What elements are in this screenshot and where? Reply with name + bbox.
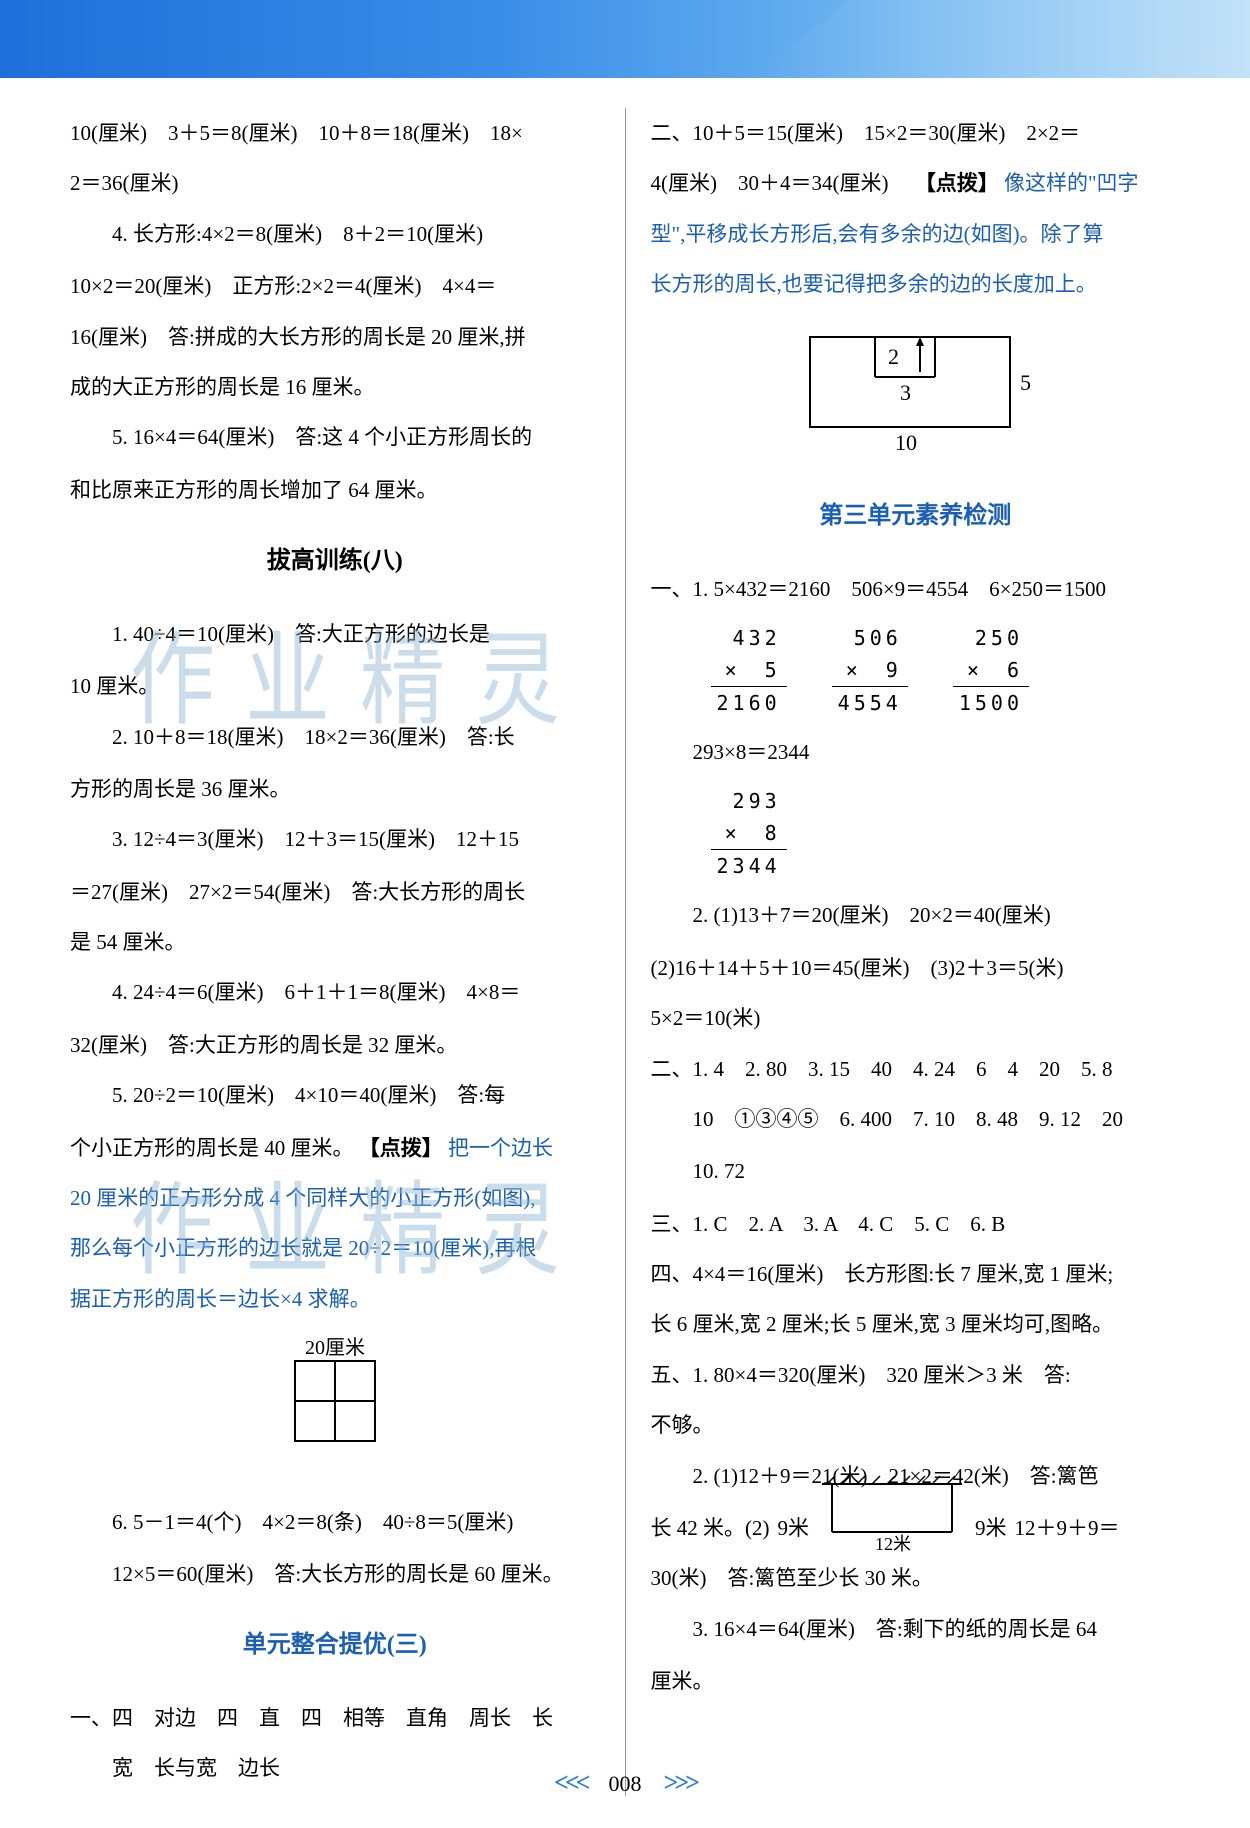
text-line: 10(厘米) 3＋5＝8(厘米) 10＋8＝18(厘米) 18× bbox=[70, 108, 600, 158]
calc-r: 1500 bbox=[953, 687, 1029, 719]
text-line: ＝27(厘米) 27×2＝54(厘米) 答:大长方形的周长 bbox=[70, 867, 600, 917]
problem-5b: 5. 20÷2＝10(厘米) 4×10＝40(厘米) 答:每 bbox=[70, 1070, 600, 1120]
calc-2: 506 × 9 4554 bbox=[832, 622, 908, 719]
arrow-right-icon: >>> bbox=[664, 1768, 696, 1797]
label-9m-right: 9米 bbox=[975, 1503, 1007, 1553]
calc-r: 4554 bbox=[832, 687, 908, 719]
text-line: 长 6 厘米,宽 2 厘米;长 5 厘米,宽 3 厘米均可,图略。 bbox=[651, 1299, 1181, 1349]
text-line: 10 厘米。 bbox=[70, 661, 600, 711]
text-line: 2. (1)13＋7＝20(厘米) 20×2＝40(厘米) bbox=[651, 890, 1181, 940]
fence-line: 长 42 米。(2) 9米 12米 9米 12＋9＋9＝ bbox=[651, 1503, 1181, 1553]
text-line: 和比原来正方形的周长增加了 64 厘米。 bbox=[70, 465, 600, 515]
label-2: 2 bbox=[888, 344, 899, 369]
text: 4(厘米) 30＋4＝34(厘米) bbox=[651, 171, 910, 195]
text-line: 是 54 厘米。 bbox=[70, 917, 600, 967]
text-line: 2＝36(厘米) bbox=[70, 158, 600, 208]
hint-label: 【点拨】 bbox=[359, 1136, 443, 1160]
text-line: 成的大正方形的周长是 16 厘米。 bbox=[70, 362, 600, 412]
text-line: 3. 16×4＝64(厘米) 答:剩下的纸的周长是 64 bbox=[651, 1604, 1181, 1654]
calc-r: 2344 bbox=[711, 850, 787, 882]
hint-line: 型",平移成长方形后,会有多余的边(如图)。除了算 bbox=[651, 209, 1181, 259]
section-4: 四、4×4＝16(厘米) 长方形图:长 7 厘米,宽 1 厘米; bbox=[651, 1249, 1181, 1299]
section-3: 三、1. C 2. A 3. A 4. C 5. C 6. B bbox=[651, 1199, 1181, 1249]
header-banner bbox=[0, 0, 1250, 78]
footer: <<< 008 >>> bbox=[0, 1768, 1250, 1798]
hint-line: 20 厘米的正方形分成 4 个同样大的小正方形(如图), bbox=[70, 1173, 600, 1223]
text-line: 10 ①③④⑤ 6. 400 7. 10 8. 48 9. 12 20 bbox=[651, 1094, 1181, 1144]
problem-3: 3. 12÷4＝3(厘米) 12＋3＝15(厘米) 12＋15 bbox=[70, 814, 600, 864]
text-line: 32(厘米) 答:大正方形的周长是 32 厘米。 bbox=[70, 1020, 600, 1070]
hint-text: 像这样的"凹字 bbox=[1004, 171, 1139, 195]
hint-label: 【点拨】 bbox=[915, 171, 999, 195]
unit-title: 单元整合提优(三) bbox=[70, 1617, 600, 1675]
text-line: 方形的周长是 36 厘米。 bbox=[70, 764, 600, 814]
test-q1: 一、1. 5×432＝2160 506×9＝4554 6×250＝1500 bbox=[651, 564, 1181, 614]
text-line: 个小正方形的周长是 40 厘米。 【点拨】 把一个边长 bbox=[70, 1123, 600, 1173]
text: 个小正方形的周长是 40 厘米。 bbox=[70, 1136, 354, 1160]
text-line: (2)16＋14＋5＋10＝45(厘米) (3)2＋3＝5(米) bbox=[651, 943, 1181, 993]
calc-1: 432 × 5 2160 bbox=[711, 622, 787, 719]
label-12m: 12米 bbox=[875, 1534, 911, 1552]
text-line: 12×5＝60(厘米) 答:大长方形的周长是 60 厘米。 bbox=[70, 1549, 600, 1599]
section-2: 二、1. 4 2. 80 3. 15 40 4. 24 6 4 20 5. 8 bbox=[651, 1044, 1181, 1094]
hint-line: 那么每个小正方形的边长就是 20÷2＝10(厘米),再根 bbox=[70, 1223, 600, 1273]
calc-r: 2160 bbox=[711, 687, 787, 719]
label-3: 3 bbox=[900, 380, 911, 405]
problem-4b: 4. 24÷4＝6(厘米) 6＋1＋1＝8(厘米) 4×8＝ bbox=[70, 967, 600, 1017]
calc-3: 250 × 6 1500 bbox=[953, 622, 1029, 719]
text-line: 不够。 bbox=[651, 1400, 1181, 1450]
problem-2: 2. 10＋8＝18(厘米) 18×2＝36(厘米) 答:长 bbox=[70, 712, 600, 762]
text: 12＋9＋9＝ bbox=[1015, 1503, 1120, 1553]
calculation-block-2: 293 × 8 2344 bbox=[711, 785, 1181, 882]
arrow-left-icon: <<< bbox=[554, 1768, 586, 1797]
text-line: 二、10＋5＝15(厘米) 15×2＝30(厘米) 2×2＝ bbox=[651, 108, 1181, 158]
calc-b: × 8 bbox=[711, 817, 787, 850]
text: 5. 20÷2＝10(厘米) 4×10＝40(厘米) 答:每 bbox=[112, 1083, 505, 1107]
concave-diagram: 2 3 5 10 bbox=[651, 322, 1181, 470]
label-10: 10 bbox=[895, 430, 917, 452]
problem-1: 1. 40÷4＝10(厘米) 答:大正方形的边长是 bbox=[70, 609, 600, 659]
hint-line: 长方形的周长,也要记得把多余的边的长度加上。 bbox=[651, 259, 1181, 309]
problem-5: 5. 16×4＝64(厘米) 答:这 4 个小正方形周长的 bbox=[70, 412, 600, 462]
problem-6: 6. 5－1＝4(个) 4×2＝8(条) 40÷8＝5(厘米) bbox=[70, 1497, 600, 1547]
text-line: 16(厘米) 答:拼成的大长方形的周长是 20 厘米,拼 bbox=[70, 312, 600, 362]
left-column: 10(厘米) 3＋5＝8(厘米) 10＋8＝18(厘米) 18× 2＝36(厘米… bbox=[70, 108, 625, 1796]
calc-4: 293 × 8 2344 bbox=[711, 785, 787, 882]
four-square-svg: 20厘米 bbox=[265, 1336, 405, 1466]
calc-a: 432 bbox=[711, 622, 787, 654]
text-line: 30(米) 答:篱笆至少长 30 米。 bbox=[651, 1553, 1181, 1603]
hint-line: 据正方形的周长＝边长×4 求解。 bbox=[70, 1274, 600, 1324]
hint-text: 把一个边长 bbox=[448, 1136, 553, 1160]
text: 长 42 米。(2) bbox=[651, 1503, 770, 1553]
test-title: 第三单元素养检测 bbox=[651, 488, 1181, 546]
text-line: 10×2＝20(厘米) 正方形:2×2＝4(厘米) 4×4＝ bbox=[70, 261, 600, 311]
calc-b: × 9 bbox=[832, 654, 908, 687]
label-20cm: 20厘米 bbox=[305, 1336, 365, 1359]
text-line: 厘米。 bbox=[651, 1656, 1181, 1706]
text-line: 4(厘米) 30＋4＝34(厘米) 【点拨】 像这样的"凹字 bbox=[651, 158, 1181, 208]
text-line: 10. 72 bbox=[651, 1146, 1181, 1196]
problem-4: 4. 长方形:4×2＝8(厘米) 8＋2＝10(厘米) bbox=[70, 209, 600, 259]
calc-4-head: 293×8＝2344 bbox=[651, 727, 1181, 777]
label-9m-left: 9米 bbox=[778, 1503, 810, 1553]
text-line: 5×2＝10(米) bbox=[651, 993, 1181, 1043]
section-title: 拔高训练(八) bbox=[70, 533, 600, 591]
calc-b: × 6 bbox=[953, 654, 1029, 687]
calc-a: 506 bbox=[832, 622, 908, 654]
unit-answer-1: 一、四 对边 四 直 四 相等 直角 周长 长 bbox=[70, 1693, 600, 1743]
concave-svg: 2 3 5 10 bbox=[780, 322, 1050, 452]
square-diagram: 20厘米 bbox=[70, 1336, 600, 1484]
fence-svg: 12米 bbox=[817, 1474, 967, 1552]
calc-a: 293 bbox=[711, 785, 787, 817]
page-number: 008 bbox=[609, 1771, 642, 1797]
calculation-block-1: 432 × 5 2160 506 × 9 4554 250 × 6 1500 bbox=[711, 622, 1181, 719]
calc-a: 250 bbox=[953, 622, 1029, 654]
right-column: 二、10＋5＝15(厘米) 15×2＝30(厘米) 2×2＝ 4(厘米) 30＋… bbox=[625, 108, 1181, 1796]
section-5: 五、1. 80×4＝320(厘米) 320 厘米＞3 米 答: bbox=[651, 1350, 1181, 1400]
main-content: 10(厘米) 3＋5＝8(厘米) 10＋8＝18(厘米) 18× 2＝36(厘米… bbox=[0, 78, 1250, 1796]
label-5: 5 bbox=[1020, 370, 1031, 395]
calc-b: × 5 bbox=[711, 654, 787, 687]
